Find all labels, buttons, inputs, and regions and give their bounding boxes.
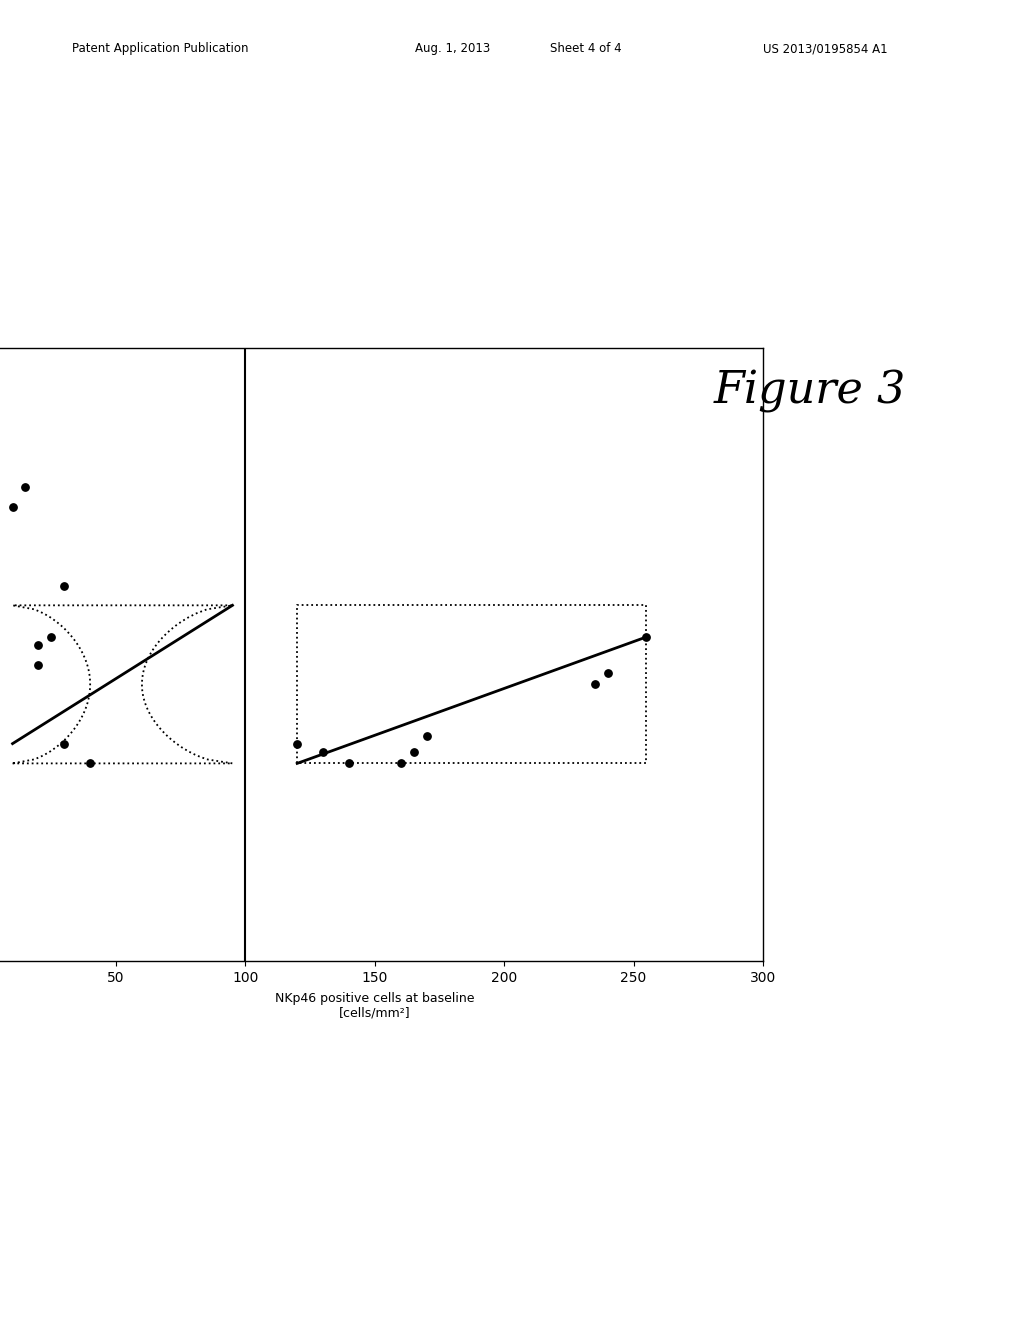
Point bbox=[82, 752, 98, 774]
Point bbox=[4, 496, 20, 517]
Point bbox=[56, 576, 73, 597]
Text: Aug. 1, 2013: Aug. 1, 2013 bbox=[415, 42, 489, 55]
Point bbox=[587, 673, 603, 694]
Point bbox=[289, 733, 305, 754]
X-axis label: NKp46 positive cells at baseline
[cells/mm²]: NKp46 positive cells at baseline [cells/… bbox=[275, 991, 474, 1019]
Text: Sheet 4 of 4: Sheet 4 of 4 bbox=[550, 42, 622, 55]
Point bbox=[17, 477, 34, 498]
Point bbox=[43, 627, 59, 648]
Point bbox=[638, 627, 654, 648]
Point bbox=[31, 635, 47, 656]
Point bbox=[419, 725, 435, 746]
Point bbox=[56, 733, 73, 754]
Point bbox=[406, 741, 422, 762]
Point bbox=[31, 653, 47, 675]
Text: US 2013/0195854 A1: US 2013/0195854 A1 bbox=[763, 42, 888, 55]
Point bbox=[599, 661, 615, 682]
Text: Figure 3: Figure 3 bbox=[714, 370, 906, 413]
Point bbox=[341, 752, 357, 774]
Point bbox=[314, 741, 331, 762]
Text: Patent Application Publication: Patent Application Publication bbox=[72, 42, 248, 55]
Point bbox=[392, 752, 409, 774]
